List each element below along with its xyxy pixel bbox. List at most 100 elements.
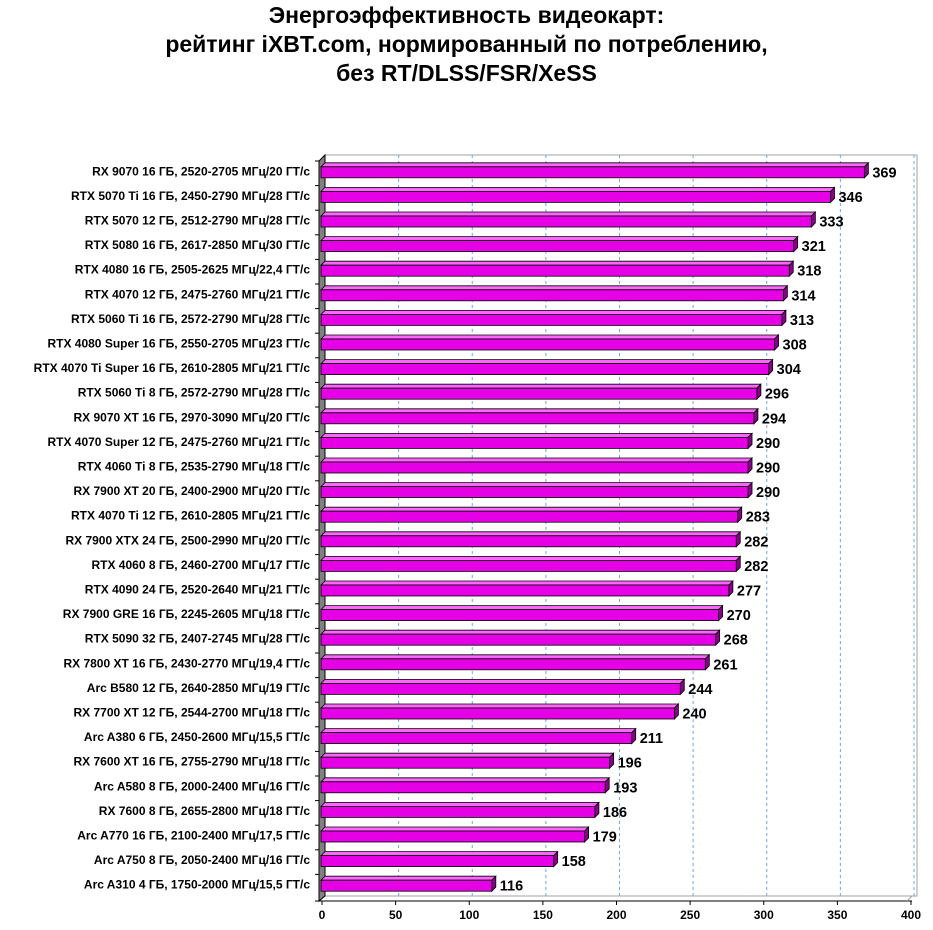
data-label: 321 [802,239,826,255]
bar-top [320,211,817,217]
y-tick-label: Arc A580 8 ГБ, 2000-2400 МГц/16 ГТ/с [94,779,310,793]
bar-top [320,309,787,315]
chart-title-line-2: рейтинг iXBT.com, нормированный по потре… [165,31,768,57]
y-tick-label: RTX 4080 Super 16 ГБ, 2550-2705 МГц/23 Г… [47,337,310,351]
data-label: 294 [762,411,786,427]
x-tick-label: 50 [389,908,403,922]
bar-top [320,679,686,684]
x-tick-label: 250 [680,908,700,922]
y-tick-label: RX 7600 8 ГБ, 2655-2800 МГц/18 ГТ/с [99,804,311,818]
bar-top [320,432,753,438]
bar-top [320,728,637,733]
data-label: 290 [756,461,780,477]
bar [320,486,749,499]
bar [320,830,585,843]
data-label: 296 [765,387,789,403]
data-label: 308 [783,338,807,354]
bar-top [320,408,759,414]
data-label: 196 [618,756,642,772]
bar-top [320,654,711,660]
x-tick-label: 400 [901,908,921,922]
y-tick-label: RX 7900 XTX 24 ГБ, 2500-2990 МГц/20 ГТ/с [65,533,310,547]
data-label: 304 [777,362,801,378]
bar [320,215,812,228]
y-tick-label: RTX 4060 8 ГБ, 2460-2700 МГц/17 ГТ/с [91,558,310,572]
y-tick-label: Arc A310 4 ГБ, 1750-2000 МГц/15,5 ГТ/с [84,878,310,892]
data-label: 369 [872,165,896,181]
bar [320,732,633,744]
bar [320,707,675,720]
x-tick-label: 0 [319,908,326,922]
y-tick-label: Arc B580 12 ГБ, 2640-2850 МГц/19 ГТ/с [87,681,311,695]
y-tick-label: RTX 4080 16 ГБ, 2505-2625 МГц/22,4 ГТ/с [75,263,311,277]
chart-title-line-3: без RT/DLSS/FSR/XeSS [336,60,597,86]
chart-title-line-1: Энергоэффективность видеокарт: [268,2,665,28]
y-tick-label: RX 7600 XT 16 ГБ, 2755-2790 МГц/18 ГТ/с [73,755,310,769]
data-label: 290 [756,436,780,452]
y-tick-label: RTX 5070 12 ГБ, 2512-2790 МГц/28 ГТ/с [85,214,311,228]
x-axis-edge [906,895,913,902]
y-tick-label: RX 7800 XT 16 ГБ, 2430-2770 МГц/19,4 ГТ/… [63,656,310,670]
y-tick-label: RTX 5090 32 ГБ, 2407-2745 МГц/28 ГТ/с [85,632,311,646]
y-tick-label: RTX 4070 Ti 12 ГБ, 2610-2805 МГц/21 ГТ/с [71,509,310,523]
bar [320,756,611,769]
data-label: 283 [746,510,770,526]
bar-top [320,186,836,192]
bar-top [320,482,753,488]
data-label: 261 [713,657,737,673]
data-label: 193 [613,780,637,796]
bar [320,412,755,425]
bar [320,609,719,621]
bar-top [320,826,590,832]
x-tick-label: 200 [606,908,626,922]
bar-top [320,875,497,881]
bar [320,560,737,572]
y-tick-label: RTX 4070 12 ГБ, 2475-2760 МГц/21 ГТ/с [85,287,311,301]
bar-top [320,531,742,537]
data-label: 313 [790,313,814,329]
bar-top [320,285,789,291]
bar [320,313,783,326]
bar [320,510,739,523]
bar-top [320,703,680,709]
data-label: 270 [727,608,751,624]
y-tick-label: RTX 5080 16 ГБ, 2617-2850 МГц/30 ГТ/с [85,238,311,252]
y-tick-label: RX 7900 XT 20 ГБ, 2400-2900 МГц/20 ГТ/с [73,484,310,498]
data-label: 282 [744,534,768,550]
bar [320,658,706,671]
bar-top [320,777,611,783]
bar [320,806,596,818]
data-label: 346 [838,190,862,206]
data-label: 318 [797,264,821,280]
bar-top [320,383,762,389]
x-tick-label: 350 [827,908,847,922]
bar [320,240,795,253]
data-label: 268 [724,633,748,649]
y-tick-label: RTX 4060 Ti 8 ГБ, 2535-2790 МГц/18 ГТ/с [78,460,311,474]
bar-top [320,752,615,758]
y-tick-label: RTX 5070 Ti 16 ГБ, 2450-2790 МГц/28 ГТ/с [71,189,310,203]
bar-top [320,629,721,635]
y-tick-label: RTX 5060 Ti 8 ГБ, 2572-2790 МГц/28 ГТ/с [78,386,311,400]
data-label: 277 [737,584,761,600]
bar-top [320,851,559,856]
y-tick-label: RTX 4070 Ti Super 16 ГБ, 2610-2805 МГц/2… [34,361,311,375]
y-tick-label: Arc A770 16 ГБ, 2100-2400 МГц/17,5 ГТ/с [77,829,310,843]
y-tick-label: RTX 4090 24 ГБ, 2520-2640 МГц/21 ГТ/с [85,583,311,597]
data-label: 282 [744,559,768,575]
chart-title: Энергоэффективность видеокарт: рейтинг i… [0,0,933,88]
bar-top [320,236,799,242]
bar [320,461,749,474]
data-label: 290 [756,485,780,501]
data-label: 240 [682,707,706,723]
bar [320,387,758,400]
data-label: 186 [603,805,627,821]
bar-top [320,580,734,586]
bar-top [320,260,795,266]
bar [320,683,681,695]
bar [320,535,737,548]
y-tick-label: RX 9070 XT 16 ГБ, 2970-3090 МГц/20 ГТ/с [73,410,310,424]
bar-top [320,359,774,365]
data-label: 244 [688,682,712,698]
x-tick-label: 150 [533,908,553,922]
